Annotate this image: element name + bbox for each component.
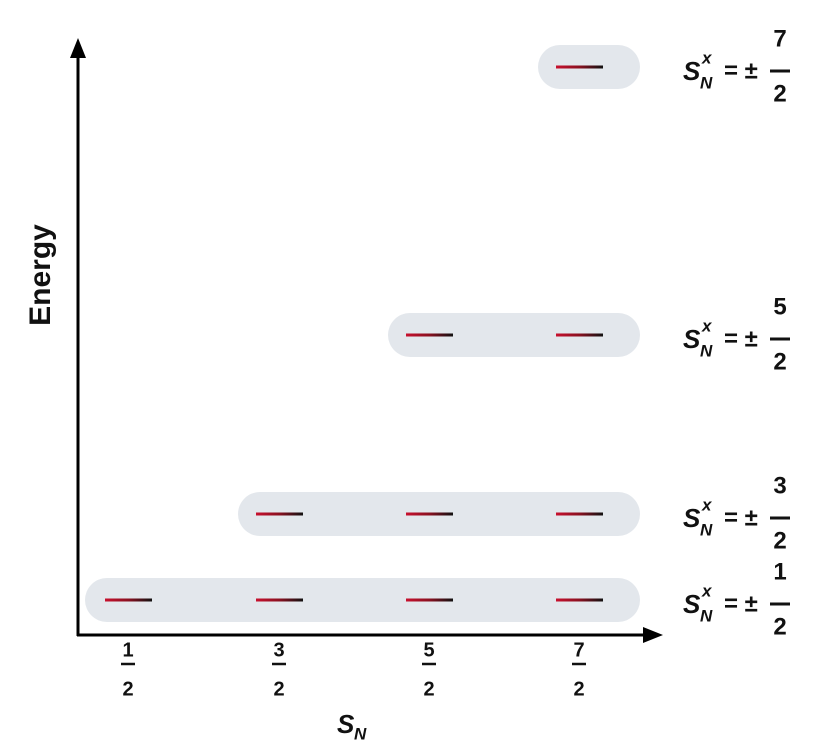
level-symbol: S <box>683 589 701 619</box>
x-axis-symbol: S <box>337 709 355 739</box>
bands <box>85 45 640 622</box>
tick-denominator: 2 <box>573 678 584 700</box>
level-line <box>556 512 603 516</box>
level-band <box>388 313 640 357</box>
tick-denominator: 2 <box>122 678 133 700</box>
level-line <box>105 598 152 602</box>
level-line <box>256 512 303 516</box>
level-symbol: S <box>683 503 701 533</box>
level-line <box>256 598 303 602</box>
level-subscript: N <box>700 606 713 625</box>
level-relation: = ± <box>724 57 758 84</box>
level-subscript: N <box>700 73 713 92</box>
level-numerator: 5 <box>773 293 786 320</box>
tick-denominator: 2 <box>273 678 284 700</box>
level-superscript: x <box>701 495 713 514</box>
level-subscript: N <box>700 520 713 539</box>
tick-numerator: 7 <box>573 639 584 661</box>
level-symbol: S <box>683 56 701 86</box>
level-relation: = ± <box>724 504 758 531</box>
level-superscript: x <box>701 316 713 335</box>
tick-numerator: 3 <box>273 639 284 661</box>
level-relation: = ± <box>724 325 758 352</box>
level-band <box>85 578 640 622</box>
level-denominator: 2 <box>773 348 786 375</box>
level-relation: = ± <box>724 590 758 617</box>
tick-numerator: 5 <box>423 639 434 661</box>
level-denominator: 2 <box>773 613 786 640</box>
x-axis-subscript: N <box>354 724 367 743</box>
y-axis-label: Energy <box>24 224 57 326</box>
level-numerator: 3 <box>773 472 786 499</box>
level-superscript: x <box>701 48 713 67</box>
level-line <box>406 512 453 516</box>
x-axis-arrow <box>643 627 663 643</box>
level-line <box>406 333 453 337</box>
level-line <box>556 333 603 337</box>
level-line <box>406 598 453 602</box>
x-ticks: 1 2 3 2 5 2 7 2 <box>121 639 586 700</box>
level-line <box>556 598 603 602</box>
level-denominator: 2 <box>773 527 786 554</box>
level-symbol: S <box>683 324 701 354</box>
level-subscript: N <box>700 341 713 360</box>
level-denominator: 2 <box>773 80 786 107</box>
y-axis-arrow <box>70 38 86 58</box>
level-numerator: 1 <box>773 558 786 585</box>
level-numerator: 7 <box>773 25 786 52</box>
tick-numerator: 1 <box>122 639 133 661</box>
level-line <box>556 65 603 69</box>
tick-denominator: 2 <box>423 678 434 700</box>
level-superscript: x <box>701 581 713 600</box>
